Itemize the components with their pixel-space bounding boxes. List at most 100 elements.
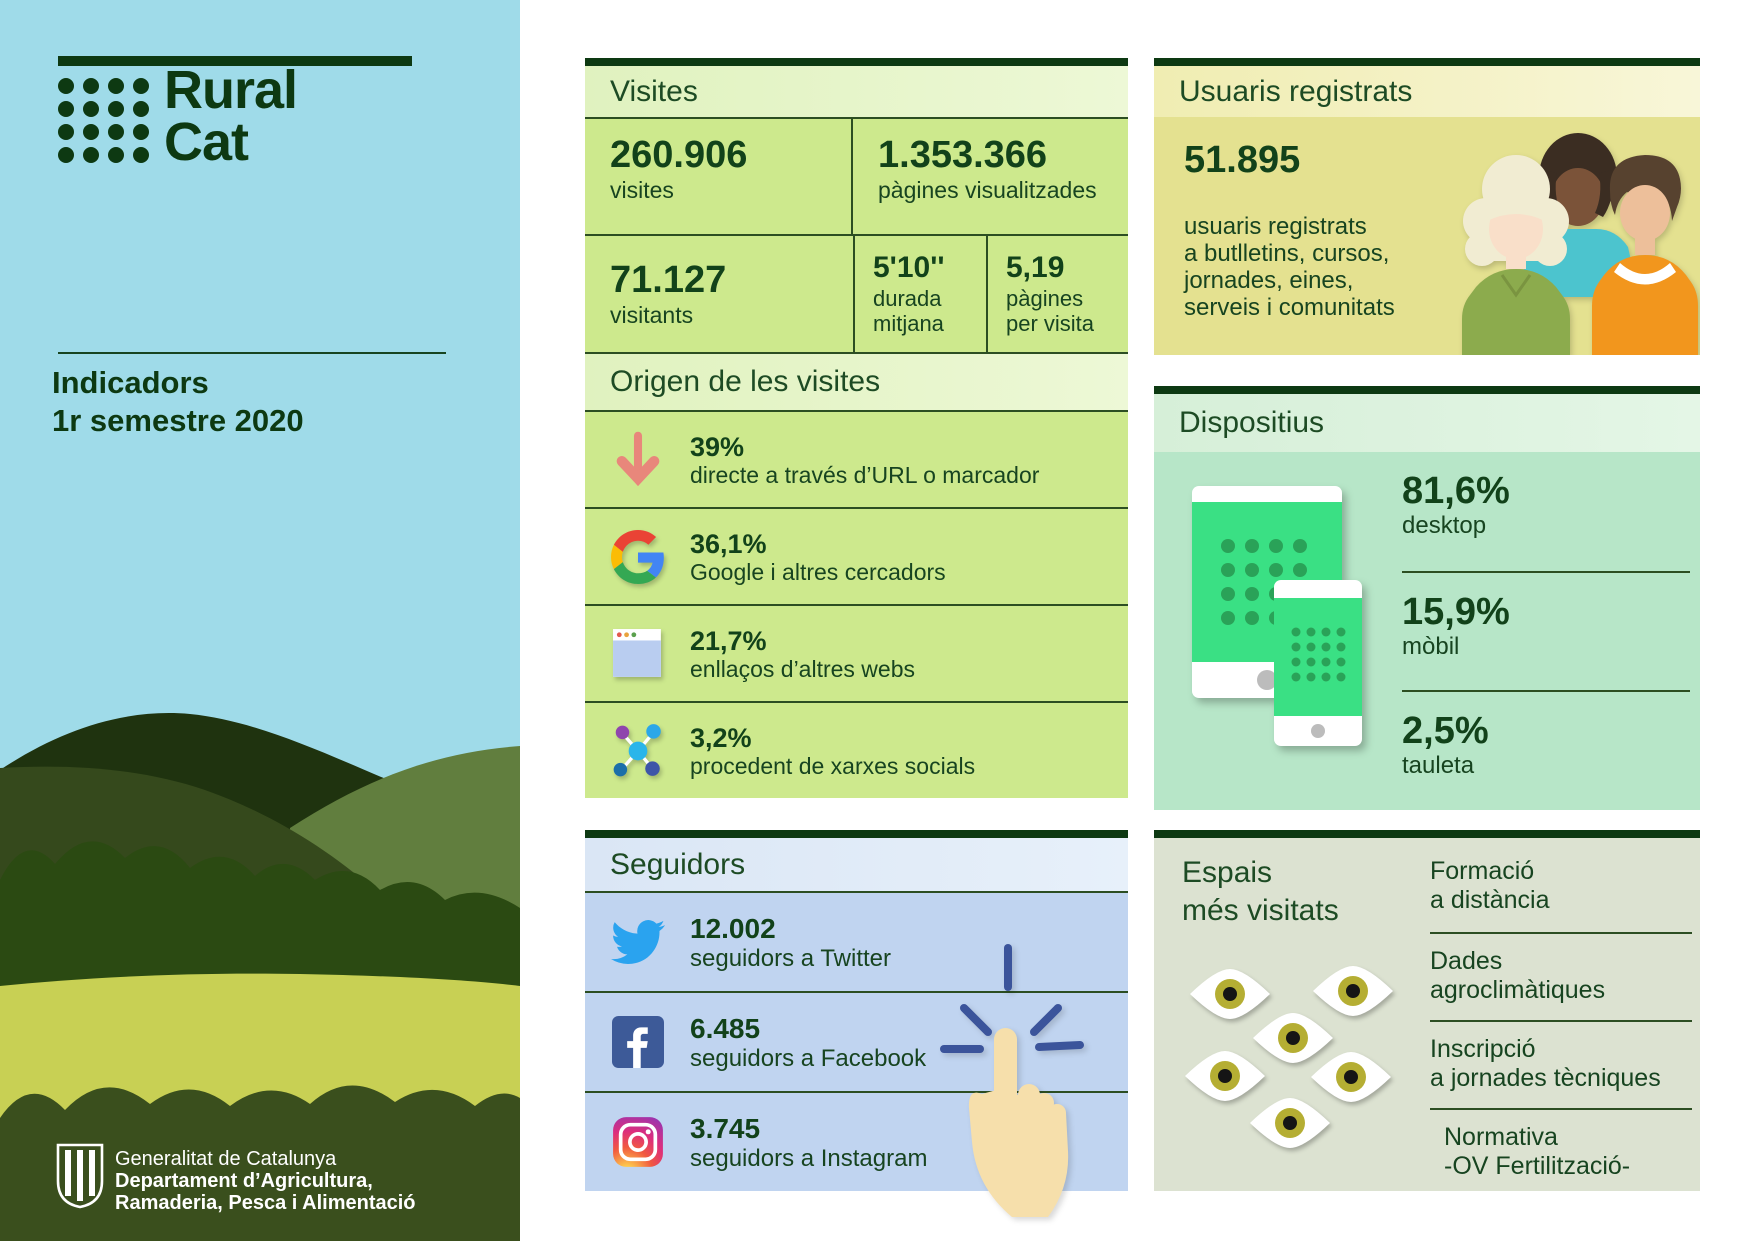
origen-label: directe a través d’URL o marcador [690, 461, 1040, 488]
share-network-icon [613, 723, 661, 776]
seguidors-label: seguidors a Facebook [690, 1044, 927, 1072]
espais-item-line2: -OV Fertilització- [1444, 1152, 1631, 1180]
panel-top-bar [1154, 58, 1700, 66]
usuaris-desc-line4: serveis i comunitats [1184, 294, 1395, 321]
pages-label: pàgines visualitzades [878, 177, 1097, 203]
stat-value: 15,9% [1402, 591, 1510, 633]
pages-per-visit-cell: 5,19 pàgines per visita [988, 236, 1128, 352]
seguidors-value: 12.002 [690, 912, 776, 944]
espais-item-line1: Formació [1430, 857, 1535, 885]
pages-value: 1.353.366 [878, 134, 1048, 176]
brand-logo-text: Rural Cat [164, 60, 298, 172]
origen-label: Google i altres cercadors [690, 558, 946, 585]
instagram-icon [612, 1117, 663, 1167]
page-title-line1: Indicadors [52, 365, 209, 400]
seguidors-value: 3.745 [690, 1112, 761, 1144]
duration-cell: 5'10'' durada mitjana [855, 236, 988, 352]
espais-title-line1: Espais [1182, 856, 1273, 889]
origen-row-google: 36,1% Google i altres cercadors [585, 507, 1128, 604]
usuaris-value: 51.895 [1184, 139, 1301, 181]
gencat-dept-line2: Ramaderia, Pesca i Alimentació [115, 1192, 416, 1214]
seguidors-row-twitter: 12.002 seguidors a Twitter [585, 891, 1128, 991]
down-arrow-icon [616, 431, 659, 486]
landscape-illustration [0, 713, 520, 1241]
espais-body: Espais més visitats Formació a distància [1154, 838, 1700, 1191]
espais-item-inscripcio: Inscripció a jornades tècniques [1430, 1020, 1692, 1108]
pages-cell: 1.353.366 pàgines visualitzades [853, 119, 1128, 234]
stat-tablet: 2,5% tauleta [1402, 690, 1690, 809]
visits-value: 260.906 [610, 134, 748, 176]
gencat-shield-icon [56, 1143, 104, 1209]
espais-item-line2: a jornades tècniques [1430, 1064, 1661, 1092]
visits-label: visites [610, 177, 674, 203]
dispositius-panel: Dispositius [1154, 386, 1700, 810]
devices-illustration [1192, 486, 1362, 746]
logo-top-bar [58, 56, 412, 66]
brand-line1: Rural [164, 60, 298, 120]
espais-item-normativa: Normativa -OV Fertilització- [1430, 1108, 1692, 1196]
stat-value: 2,5% [1402, 710, 1489, 752]
seguidors-header-label: Seguidors [610, 847, 746, 881]
gencat-org: Generalitat de Catalunya [115, 1148, 337, 1170]
espais-title-line2: més visitats [1182, 894, 1339, 927]
espais-item-formacio: Formació a distància [1430, 844, 1692, 932]
usuaris-desc-line2: a butlletins, cursos, [1184, 240, 1390, 267]
espais-item-line1: Dades [1430, 947, 1503, 975]
usuaris-description: usuaris registrats a butlletins, cursos,… [1184, 213, 1395, 321]
facebook-icon [611, 1016, 664, 1068]
visitors-value: 71.127 [610, 259, 727, 301]
stat-label: mòbil [1402, 633, 1460, 660]
seguidors-header: Seguidors [585, 838, 1128, 891]
visites-header: Visites [585, 66, 1128, 117]
duration-value: 5'10'' [873, 251, 945, 284]
usuaris-body: 51.895 usuaris registrats a butlletins, … [1154, 117, 1700, 355]
stat-label: desktop [1402, 512, 1487, 539]
usuaris-panel: Usuaris registrats 51.895 usuaris regist… [1154, 58, 1700, 355]
ppv-label: pàgines per visita [1006, 286, 1095, 336]
duration-label: durada mitjana [873, 286, 944, 336]
visites-header-label: Visites [610, 74, 698, 108]
usuaris-header-label: Usuaris registrats [1179, 74, 1413, 108]
origen-row-direct: 39% directe a través d’URL o marcador [585, 410, 1128, 507]
usuaris-desc-line1: usuaris registrats [1184, 213, 1367, 240]
espais-item-dades: Dades agroclimàtiques [1430, 932, 1692, 1020]
visites-row-1: 260.906 visites 1.353.366 pàgines visual… [585, 117, 1128, 234]
google-icon [610, 529, 664, 584]
eyes-illustration [1185, 966, 1393, 1148]
sidebar-divider [58, 352, 446, 354]
espais-title: Espais més visitats [1182, 854, 1339, 930]
dispositius-header: Dispositius [1154, 394, 1700, 452]
stat-desktop: 81,6% desktop [1402, 452, 1690, 571]
ppv-value: 5,19 [1006, 251, 1065, 284]
visites-row-2: 71.127 visitants 5'10'' durada mitjana 5… [585, 234, 1128, 352]
origen-row-social: 3,2% procedent de xarxes socials [585, 701, 1128, 798]
panel-top-bar [1154, 386, 1700, 394]
click-hand-illustration [940, 944, 1084, 1217]
origen-value: 36,1% [690, 528, 767, 559]
brand-line2: Cat [164, 112, 249, 172]
visits-cell: 260.906 visites [585, 119, 853, 234]
visitors-label: visitants [610, 302, 694, 328]
seguidors-panel: Seguidors 12.002 seguidors a Twitter [585, 830, 1128, 1191]
panel-top-bar [1154, 830, 1700, 838]
visites-panel: Visites 260.906 visites 1.353.366 pàgine… [585, 58, 1128, 798]
stat-value: 81,6% [1402, 470, 1510, 512]
gencat-footer: Generalitat de Catalunya Departament d’A… [55, 1142, 416, 1214]
visitors-cell: 71.127 visitants [585, 236, 855, 352]
dispositius-header-label: Dispositius [1179, 406, 1325, 439]
seguidors-value: 6.485 [690, 1012, 761, 1044]
sidebar: Rural Cat Indicadors 1r semestre 2020 [0, 0, 520, 1241]
page-title-line2: 1r semestre 2020 [52, 403, 304, 438]
origen-value: 3,2% [690, 722, 752, 753]
espais-panel: Espais més visitats Formació a distància [1154, 830, 1700, 1191]
ruralcat-dots-icon [58, 78, 149, 163]
panel-top-bar [585, 58, 1128, 66]
stat-mobile: 15,9% mòbil [1402, 571, 1690, 690]
seguidors-label: seguidors a Instagram [690, 1144, 928, 1172]
origen-label: procedent de xarxes socials [690, 752, 976, 779]
usuaris-desc-line3: jornades, eines, [1184, 267, 1354, 294]
browser-window-icon [612, 628, 661, 677]
twitter-icon [610, 920, 665, 964]
gencat-dept-line1: Departament d’Agricultura, [115, 1170, 373, 1192]
origen-label: enllaços d’altres webs [690, 655, 916, 682]
